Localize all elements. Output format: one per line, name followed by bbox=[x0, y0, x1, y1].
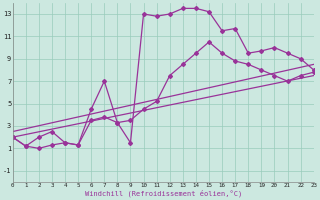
X-axis label: Windchill (Refroidissement éolien,°C): Windchill (Refroidissement éolien,°C) bbox=[84, 190, 242, 197]
